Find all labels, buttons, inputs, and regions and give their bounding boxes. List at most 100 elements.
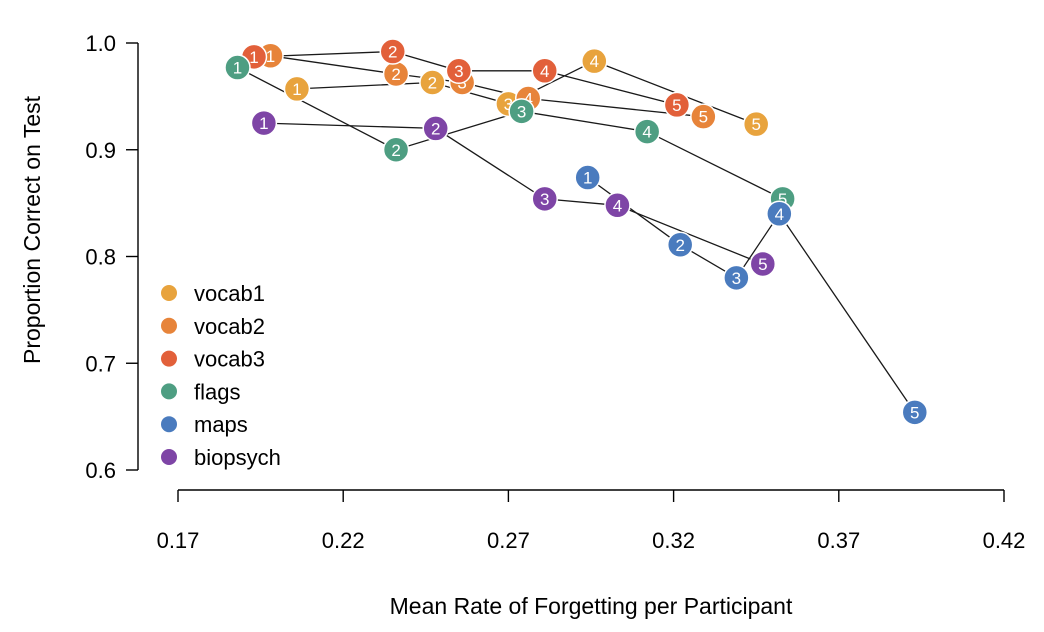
point-marker (581, 47, 608, 75)
point-label: 4 (540, 62, 549, 81)
series-lines (237, 50, 916, 413)
point-label: 2 (428, 73, 437, 92)
data-point-biopsych-1: 1 (250, 109, 278, 137)
legend-item-biopsych: biopsych (161, 445, 281, 470)
point-label: 3 (540, 190, 549, 209)
x-tick-label: 0.17 (157, 528, 200, 553)
y-axis-ticks: 0.6 0.7 0.8 0.9 1.0 (85, 31, 138, 483)
point-label: 4 (613, 196, 622, 215)
legend-marker (161, 285, 177, 301)
legend-item-maps: maps (161, 412, 248, 437)
data-point-vocab3-2: 2 (379, 38, 407, 65)
y-tick-label: 0.8 (85, 245, 116, 270)
data-point-maps-2: 2 (666, 231, 694, 259)
y-axis-title: Proportion Correct on Test (19, 95, 45, 364)
x-axis-ticks: 0.17 0.22 0.27 0.32 0.37 0.42 (157, 490, 1026, 553)
legend-item-vocab2: vocab2 (161, 314, 265, 339)
point-marker (901, 399, 929, 426)
point-marker (742, 110, 770, 138)
legend-item-vocab1: vocab1 (161, 281, 265, 306)
point-marker (574, 164, 601, 191)
legend-marker (161, 416, 177, 433)
data-point-biopsych-3: 3 (531, 185, 558, 213)
point-label: 3 (454, 62, 463, 81)
point-label: 1 (259, 114, 268, 133)
legend-marker (161, 449, 177, 465)
data-point-flags-3: 3 (508, 98, 535, 125)
data-point-biopsych-5: 5 (749, 250, 777, 278)
data-point-vocab3-4: 4 (531, 57, 558, 85)
legend-label: vocab1 (194, 281, 265, 306)
point-label: 4 (642, 123, 651, 142)
point-marker (531, 57, 558, 85)
y-tick-label: 0.7 (85, 351, 116, 376)
point-marker (379, 38, 407, 65)
axes: 0.17 0.22 0.27 0.32 0.37 0.42 0.6 0.7 0.8 0.9 1.0 (85, 31, 1025, 553)
y-tick-label: 0.6 (85, 458, 116, 483)
point-marker (419, 69, 446, 96)
point-label: 1 (583, 169, 592, 188)
data-point-maps-5: 5 (901, 399, 929, 426)
data-point-vocab3-3: 3 (445, 57, 473, 85)
x-tick-label: 0.42 (983, 528, 1026, 553)
point-marker (766, 200, 793, 228)
point-label: 5 (778, 190, 787, 209)
x-tick-label: 0.22 (322, 528, 365, 553)
point-marker (749, 250, 777, 278)
point-label: 3 (732, 269, 741, 288)
x-axis-title: Mean Rate of Forgetting per Participant (390, 593, 793, 619)
legend-marker (161, 350, 177, 367)
y-tick-label: 1.0 (85, 31, 116, 56)
point-marker (422, 115, 449, 142)
legend-item-flags: flags (161, 379, 240, 404)
point-label: 3 (504, 95, 513, 114)
point-marker (382, 136, 410, 163)
point-label: 5 (699, 108, 708, 127)
data-point-maps-4: 4 (766, 200, 793, 228)
x-tick-label: 0.37 (817, 528, 860, 553)
point-marker (250, 109, 278, 137)
point-marker (531, 185, 558, 213)
series-points: 123451234512345123451234512345 (224, 38, 929, 426)
data-point-vocab1-2: 2 (419, 69, 446, 96)
point-label: 4 (590, 52, 599, 71)
data-point-vocab2-5: 5 (690, 103, 717, 130)
point-marker (445, 57, 473, 85)
legend-label: vocab3 (194, 347, 265, 372)
x-tick-label: 0.32 (652, 528, 695, 553)
point-label: 2 (675, 236, 684, 255)
point-label: 5 (910, 403, 919, 422)
point-marker (663, 91, 691, 119)
data-point-vocab1-4: 4 (581, 47, 608, 75)
data-point-vocab1-5: 5 (742, 110, 770, 138)
point-label: 5 (751, 115, 760, 134)
data-point-flags-1: 1 (224, 54, 251, 81)
data-point-biopsych-4: 4 (604, 192, 631, 219)
point-label: 2 (388, 43, 397, 62)
legend-item-vocab3: vocab3 (161, 347, 265, 372)
point-marker (690, 103, 717, 130)
point-label: 1 (249, 48, 258, 67)
legend-label: maps (194, 412, 248, 437)
point-label: 2 (431, 119, 440, 138)
point-label: 1 (266, 47, 275, 66)
legend-marker (161, 383, 177, 400)
data-point-vocab3-5: 5 (663, 91, 691, 119)
data-point-maps-3: 3 (723, 264, 750, 292)
legend: vocab1 vocab2 vocab3 flags maps biopsych (161, 281, 281, 470)
point-marker (508, 98, 535, 125)
point-label: 3 (517, 102, 526, 121)
point-marker (723, 264, 750, 292)
point-marker (604, 192, 631, 219)
data-point-biopsych-2: 2 (422, 115, 449, 142)
legend-label: flags (194, 379, 240, 404)
point-label: 4 (523, 90, 532, 109)
legend-label: biopsych (194, 445, 281, 470)
point-marker (283, 75, 311, 103)
data-point-flags-2: 2 (382, 136, 410, 163)
x-tick-label: 0.27 (487, 528, 530, 553)
legend-marker (161, 317, 177, 334)
point-label: 1 (292, 80, 301, 99)
point-marker (666, 231, 694, 259)
